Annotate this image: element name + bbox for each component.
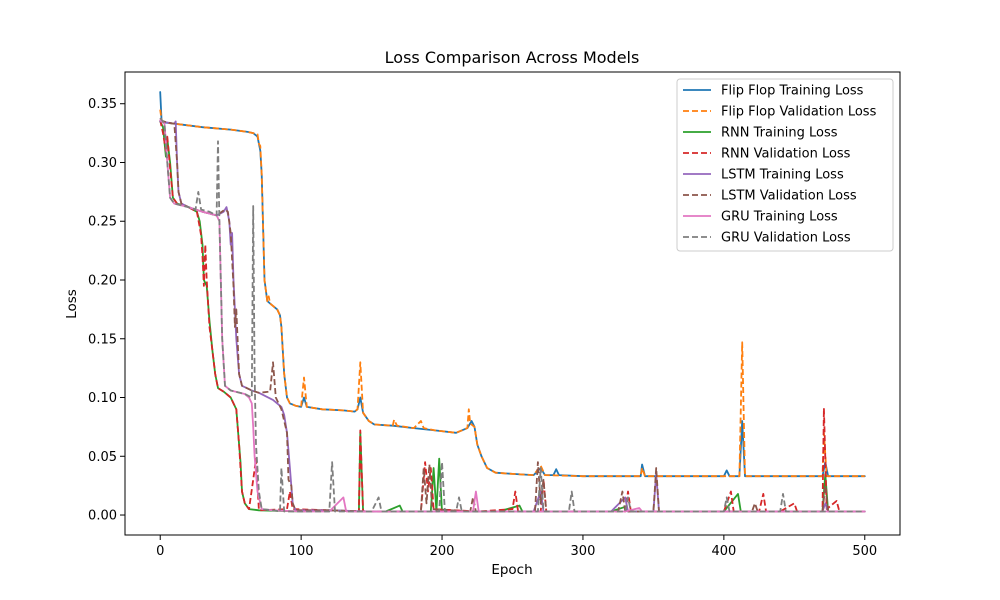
y-axis-ticks: 0.00 0.05 0.10 0.15 0.20 0.25 0.30 0.35 <box>88 97 125 524</box>
y-tick-label: 0.25 <box>88 215 117 230</box>
series-layer <box>159 91 866 513</box>
x-axis-ticks: 0 100 200 300 400 500 <box>156 535 877 559</box>
series-line-7 <box>159 117 865 513</box>
legend-entry-label: LSTM Training Loss <box>721 168 844 183</box>
y-axis-label: Loss <box>64 289 80 319</box>
y-tick-label: 0.20 <box>88 273 117 288</box>
y-tick-label: 0.30 <box>88 156 117 171</box>
series-line-1 <box>159 109 865 478</box>
legend-entry-label: GRU Training Loss <box>721 210 838 225</box>
legend-entry-label: GRU Validation Loss <box>721 231 851 246</box>
x-tick-label: 500 <box>852 544 877 559</box>
series-line-5 <box>159 119 865 513</box>
y-tick-label: 0.00 <box>88 509 117 524</box>
plot-frame <box>124 71 901 536</box>
x-tick-label: 200 <box>430 544 455 559</box>
x-tick-label: 100 <box>289 544 314 559</box>
x-axis-label: Epoch <box>491 562 532 578</box>
legend-entry-label: Flip Flop Validation Loss <box>721 105 877 120</box>
y-tick-label: 0.35 <box>88 97 117 112</box>
x-tick-label: 0 <box>156 544 164 559</box>
legend-entry-label: Flip Flop Training Loss <box>721 84 864 99</box>
y-tick-label: 0.10 <box>88 391 117 406</box>
legend-entry-label: RNN Training Loss <box>721 126 838 141</box>
y-tick-label: 0.15 <box>88 332 117 347</box>
chart-title: Loss Comparison Across Models <box>385 48 640 67</box>
x-tick-label: 400 <box>711 544 736 559</box>
legend: Flip Flop Training Loss Flip Flop Validat… <box>676 78 894 252</box>
x-tick-label: 300 <box>571 544 596 559</box>
legend-frame <box>676 78 894 252</box>
y-tick-label: 0.05 <box>88 450 117 465</box>
legend-entry-label: RNN Validation Loss <box>721 147 851 162</box>
legend-entry-label: LSTM Validation Loss <box>721 189 857 204</box>
